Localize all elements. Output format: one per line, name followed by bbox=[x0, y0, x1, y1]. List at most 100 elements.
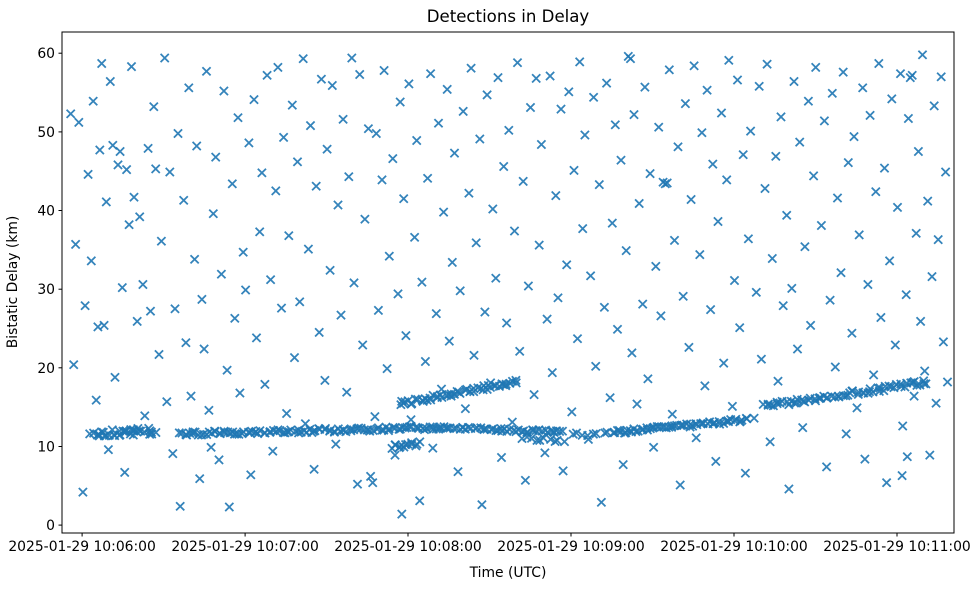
scatter-point bbox=[913, 146, 924, 157]
scatter-point bbox=[154, 349, 164, 360]
scatter-point bbox=[265, 274, 276, 285]
scatter-point bbox=[449, 148, 460, 158]
scatter-point bbox=[354, 69, 365, 80]
scatter-point bbox=[138, 279, 148, 290]
scatter-point bbox=[357, 340, 368, 350]
scatter-point bbox=[860, 454, 870, 464]
scatter-point bbox=[83, 169, 93, 180]
scatter-point bbox=[868, 370, 879, 380]
scatter-point bbox=[233, 112, 243, 123]
scatter-point bbox=[705, 304, 716, 315]
scatter-point bbox=[455, 286, 465, 296]
scatter-point bbox=[352, 479, 363, 489]
scatter-point bbox=[124, 219, 134, 230]
scatter-point bbox=[876, 312, 886, 323]
scatter-point bbox=[322, 144, 332, 154]
scatter-point bbox=[216, 269, 227, 279]
scatter-point bbox=[224, 502, 235, 512]
scatter-point bbox=[498, 161, 509, 172]
scatter-point bbox=[741, 413, 752, 424]
scatter-point bbox=[805, 320, 816, 331]
scatter-point bbox=[210, 152, 221, 162]
scatter-point bbox=[784, 484, 794, 494]
scatter-point bbox=[199, 344, 209, 354]
scatter-point bbox=[186, 391, 196, 401]
scatter-point bbox=[436, 384, 447, 394]
scatter-point bbox=[936, 72, 946, 82]
scatter-point bbox=[184, 83, 194, 93]
scatter-point bbox=[95, 145, 105, 155]
scatter-point bbox=[341, 387, 352, 397]
scatter-point bbox=[178, 195, 189, 206]
scatter-point bbox=[314, 327, 324, 338]
scatter-point bbox=[881, 477, 892, 488]
scatter-point bbox=[119, 467, 130, 478]
scatter-point bbox=[756, 354, 767, 364]
scatter-point bbox=[843, 157, 854, 168]
scatter-point bbox=[540, 448, 550, 458]
scatter-point bbox=[181, 337, 191, 348]
scatter-point bbox=[504, 125, 514, 136]
scatter-point bbox=[632, 399, 642, 409]
scatter-point bbox=[929, 101, 939, 111]
scatter-point bbox=[512, 57, 523, 68]
scatter-point bbox=[230, 313, 240, 324]
scatter-point bbox=[480, 307, 490, 317]
scatter-point bbox=[697, 127, 707, 138]
scatter-point bbox=[409, 232, 420, 243]
scatter-point bbox=[300, 418, 311, 429]
scatter-point bbox=[695, 249, 705, 260]
scatter-point bbox=[713, 216, 723, 227]
scatter-point bbox=[637, 299, 648, 309]
scatter-point bbox=[292, 157, 303, 167]
scatter-point bbox=[557, 426, 568, 436]
scatter-point bbox=[511, 378, 521, 388]
scatter-point bbox=[397, 509, 407, 519]
scatter-point bbox=[558, 466, 568, 476]
scatter-point bbox=[249, 94, 259, 105]
scatter-point bbox=[879, 163, 890, 173]
scatter-point bbox=[772, 398, 782, 409]
scatter-point bbox=[257, 168, 267, 178]
scatter-point bbox=[349, 278, 359, 288]
scatter-point bbox=[686, 194, 696, 205]
scatter-point bbox=[931, 398, 941, 408]
scatter-point bbox=[884, 256, 895, 266]
scatter-point bbox=[673, 142, 683, 152]
axes-spines bbox=[61, 31, 955, 534]
scatter-point bbox=[886, 382, 896, 392]
scatter-point bbox=[219, 86, 229, 96]
scatter-point bbox=[787, 283, 797, 294]
scatter-point bbox=[156, 236, 167, 246]
scatter-point bbox=[509, 226, 520, 236]
scatter-point bbox=[651, 261, 661, 272]
y-axis-label: Bistatic Delay (km) bbox=[5, 216, 21, 349]
scatter-point bbox=[447, 257, 458, 268]
scatter-point bbox=[209, 426, 220, 436]
scatter-point bbox=[365, 471, 376, 482]
scatter-point bbox=[74, 117, 84, 128]
scatter-point bbox=[204, 405, 214, 416]
scatter-point bbox=[88, 96, 98, 106]
scatter-point bbox=[208, 208, 219, 219]
scatter-point bbox=[425, 395, 436, 405]
scatter-point bbox=[580, 130, 590, 140]
scatter-point bbox=[293, 428, 304, 438]
scatter-point bbox=[150, 164, 161, 174]
scatter-point bbox=[745, 126, 756, 136]
scatter-point bbox=[864, 386, 875, 397]
scatter-point bbox=[438, 207, 449, 217]
scatter-point bbox=[140, 411, 150, 421]
scatter-point bbox=[634, 198, 644, 209]
scatter-point bbox=[600, 428, 610, 438]
scatter-point bbox=[827, 88, 838, 99]
scatter-point bbox=[625, 53, 636, 64]
scatter-point bbox=[794, 137, 805, 147]
x-tick-label: 2025-01-29 10:09:00 bbox=[497, 539, 645, 555]
scatter-point bbox=[198, 429, 209, 440]
scatter-point bbox=[331, 439, 341, 449]
scatter-point bbox=[797, 422, 808, 433]
scatter-point bbox=[206, 442, 216, 453]
scatter-point bbox=[897, 421, 908, 431]
